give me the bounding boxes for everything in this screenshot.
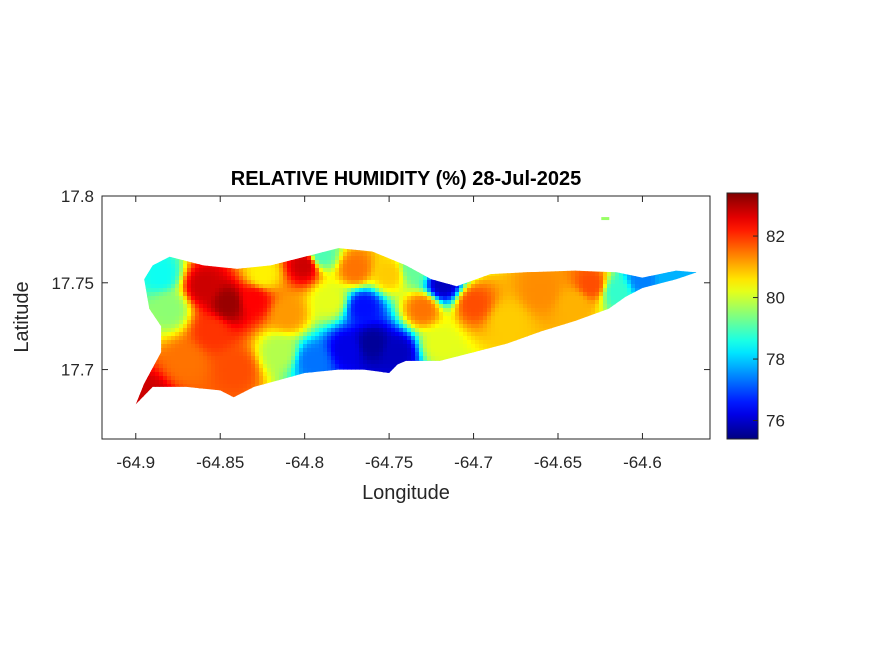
colorbar-gradient xyxy=(727,193,758,439)
x-axis-label: Longitude xyxy=(362,482,450,504)
y-tick-label: 17.75 xyxy=(51,274,94,293)
chart-title: RELATIVE HUMIDITY (%) 28-Jul-2025 xyxy=(231,168,581,190)
x-tick-label: -64.75 xyxy=(365,453,413,472)
x-tick-label: -64.6 xyxy=(623,453,662,472)
colorbar-tick-label: 82 xyxy=(766,227,785,246)
x-tick-label: -64.8 xyxy=(285,453,324,472)
y-tick-label: 17.7 xyxy=(61,361,94,380)
y-axis-label: Latitude xyxy=(11,281,33,352)
colorbar-tick-label: 76 xyxy=(766,412,785,431)
x-tick-label: -64.65 xyxy=(534,453,582,472)
islet-0 xyxy=(601,217,609,220)
x-tick-label: -64.9 xyxy=(116,453,155,472)
x-tick-label: -64.7 xyxy=(454,453,493,472)
x-tick-label: -64.85 xyxy=(196,453,244,472)
colorbar-tick-label: 78 xyxy=(766,350,785,369)
y-tick-label: 17.8 xyxy=(61,187,94,206)
colorbar: 76 78 80 82 xyxy=(727,193,785,439)
colorbar-tick-label: 80 xyxy=(766,289,785,308)
